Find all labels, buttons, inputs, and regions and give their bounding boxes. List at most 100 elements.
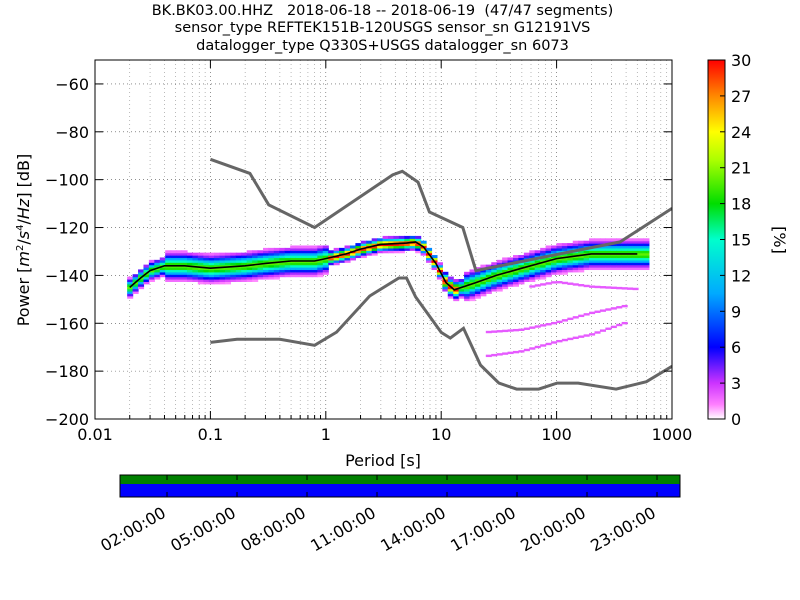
heatmap-cell	[176, 252, 183, 256]
heatmap-cell	[355, 255, 362, 259]
heatmap-cell	[246, 264, 253, 268]
heatmap-cell	[382, 238, 389, 242]
heatmap-cell	[230, 262, 237, 266]
heatmap-cell	[632, 262, 639, 266]
heatmap-cell	[366, 250, 373, 254]
heatmap-cell	[420, 243, 427, 247]
heatmap-cell	[197, 271, 204, 275]
heatmap-cell	[388, 235, 395, 239]
heatmap-cell	[502, 267, 509, 271]
heatmap-cell	[388, 250, 395, 254]
heatmap-cell	[567, 264, 574, 268]
heatmap-cell	[268, 259, 275, 263]
heatmap-cell	[208, 259, 215, 263]
heatmap-cell	[268, 262, 275, 266]
heatmap-cell	[301, 257, 308, 261]
heatmap-cell	[284, 255, 291, 259]
heatmap-cell	[426, 255, 433, 259]
heatmap-cell	[268, 276, 275, 280]
heatmap-cell	[436, 262, 443, 266]
heatmap-cell	[545, 264, 552, 268]
heatmap-cell	[219, 281, 226, 285]
heatmap-cell	[241, 252, 248, 256]
heatmap-cell	[561, 338, 568, 342]
heatmap-cell	[284, 252, 291, 256]
heatmap-cell	[551, 321, 558, 325]
heatmap-cell	[616, 245, 623, 249]
heatmap-cell	[371, 245, 378, 249]
heatmap-cell	[610, 262, 617, 266]
heatmap-cell	[637, 250, 645, 254]
heatmap-cell	[165, 269, 172, 273]
heatmap-cell	[469, 276, 476, 280]
heatmap-cell	[284, 257, 291, 261]
heatmap-cell	[632, 243, 639, 247]
heatmap-cell	[589, 243, 596, 247]
heatmap-cell	[643, 257, 650, 261]
heatmap-cell	[464, 290, 471, 294]
heatmap-cell	[512, 276, 520, 280]
heatmap-cell	[241, 259, 248, 263]
heatmap-cell	[224, 252, 232, 256]
heatmap-cell	[203, 269, 210, 273]
heatmap-cell	[453, 295, 460, 299]
colorbar-tick-label: 21	[731, 159, 751, 178]
heatmap-cell	[301, 250, 308, 254]
y-tick-label: −100	[45, 171, 89, 190]
heatmap-cell	[523, 274, 530, 278]
heatmap-cell	[556, 320, 563, 324]
heatmap-cell	[551, 262, 558, 266]
heatmap-cell	[246, 278, 253, 282]
heatmap-cell	[284, 274, 291, 278]
y-tick-label: −200	[45, 410, 89, 429]
heatmap-cell	[469, 269, 476, 273]
heatmap-cell	[480, 286, 487, 290]
heatmap-cell	[512, 281, 520, 285]
heatmap-cell	[540, 269, 547, 273]
heatmap-cell	[534, 325, 541, 328]
heatmap-cell	[333, 250, 340, 254]
heatmap-cell	[317, 250, 324, 254]
heatmap-cell	[502, 286, 509, 290]
colorbar-tick-label: 30	[731, 51, 751, 70]
heatmap-cell	[426, 257, 433, 261]
heatmap-cell	[567, 269, 574, 273]
y-axis-label: Power [m2/s4/Hz] [dB]	[14, 154, 33, 327]
heatmap-cell	[458, 290, 465, 294]
heatmap-cell	[224, 255, 232, 259]
heatmap-cell	[219, 252, 226, 256]
heatmap-cell	[143, 274, 150, 278]
heatmap-cell	[545, 342, 552, 346]
heatmap-cell	[290, 274, 297, 278]
heatmap-cell	[578, 267, 585, 271]
heatmap-cell	[214, 252, 221, 256]
heatmap-cell	[192, 255, 199, 259]
heatmap-cell	[241, 267, 248, 271]
heatmap-cell	[643, 250, 650, 254]
heatmap-cell	[507, 259, 514, 263]
heatmap-cell	[197, 262, 204, 266]
heatmap-cell	[523, 252, 530, 256]
heatmap-cell	[502, 274, 509, 278]
heatmap-cell	[610, 264, 617, 268]
heatmap-cell	[605, 286, 612, 289]
heatmap-cell	[534, 276, 541, 280]
heatmap-cell	[290, 262, 297, 266]
heatmap-cell	[447, 278, 454, 282]
heatmap-cell	[540, 271, 547, 275]
heatmap-cell	[599, 309, 606, 312]
heatmap-cell	[192, 267, 199, 271]
heatmap-cell	[306, 269, 313, 273]
heatmap-cell	[474, 281, 481, 285]
heatmap-cell	[474, 283, 481, 287]
heatmap-cell	[349, 247, 357, 251]
heatmap-cell	[377, 238, 384, 242]
heatmap-cell	[610, 250, 617, 254]
heatmap-cell	[512, 269, 520, 273]
heatmap-cell	[540, 264, 547, 268]
heatmap-cell	[295, 264, 302, 268]
heatmap-cell	[442, 288, 449, 292]
heatmap-cell	[306, 255, 313, 259]
heatmap-cell	[599, 257, 606, 261]
heatmap-cell	[246, 255, 253, 259]
